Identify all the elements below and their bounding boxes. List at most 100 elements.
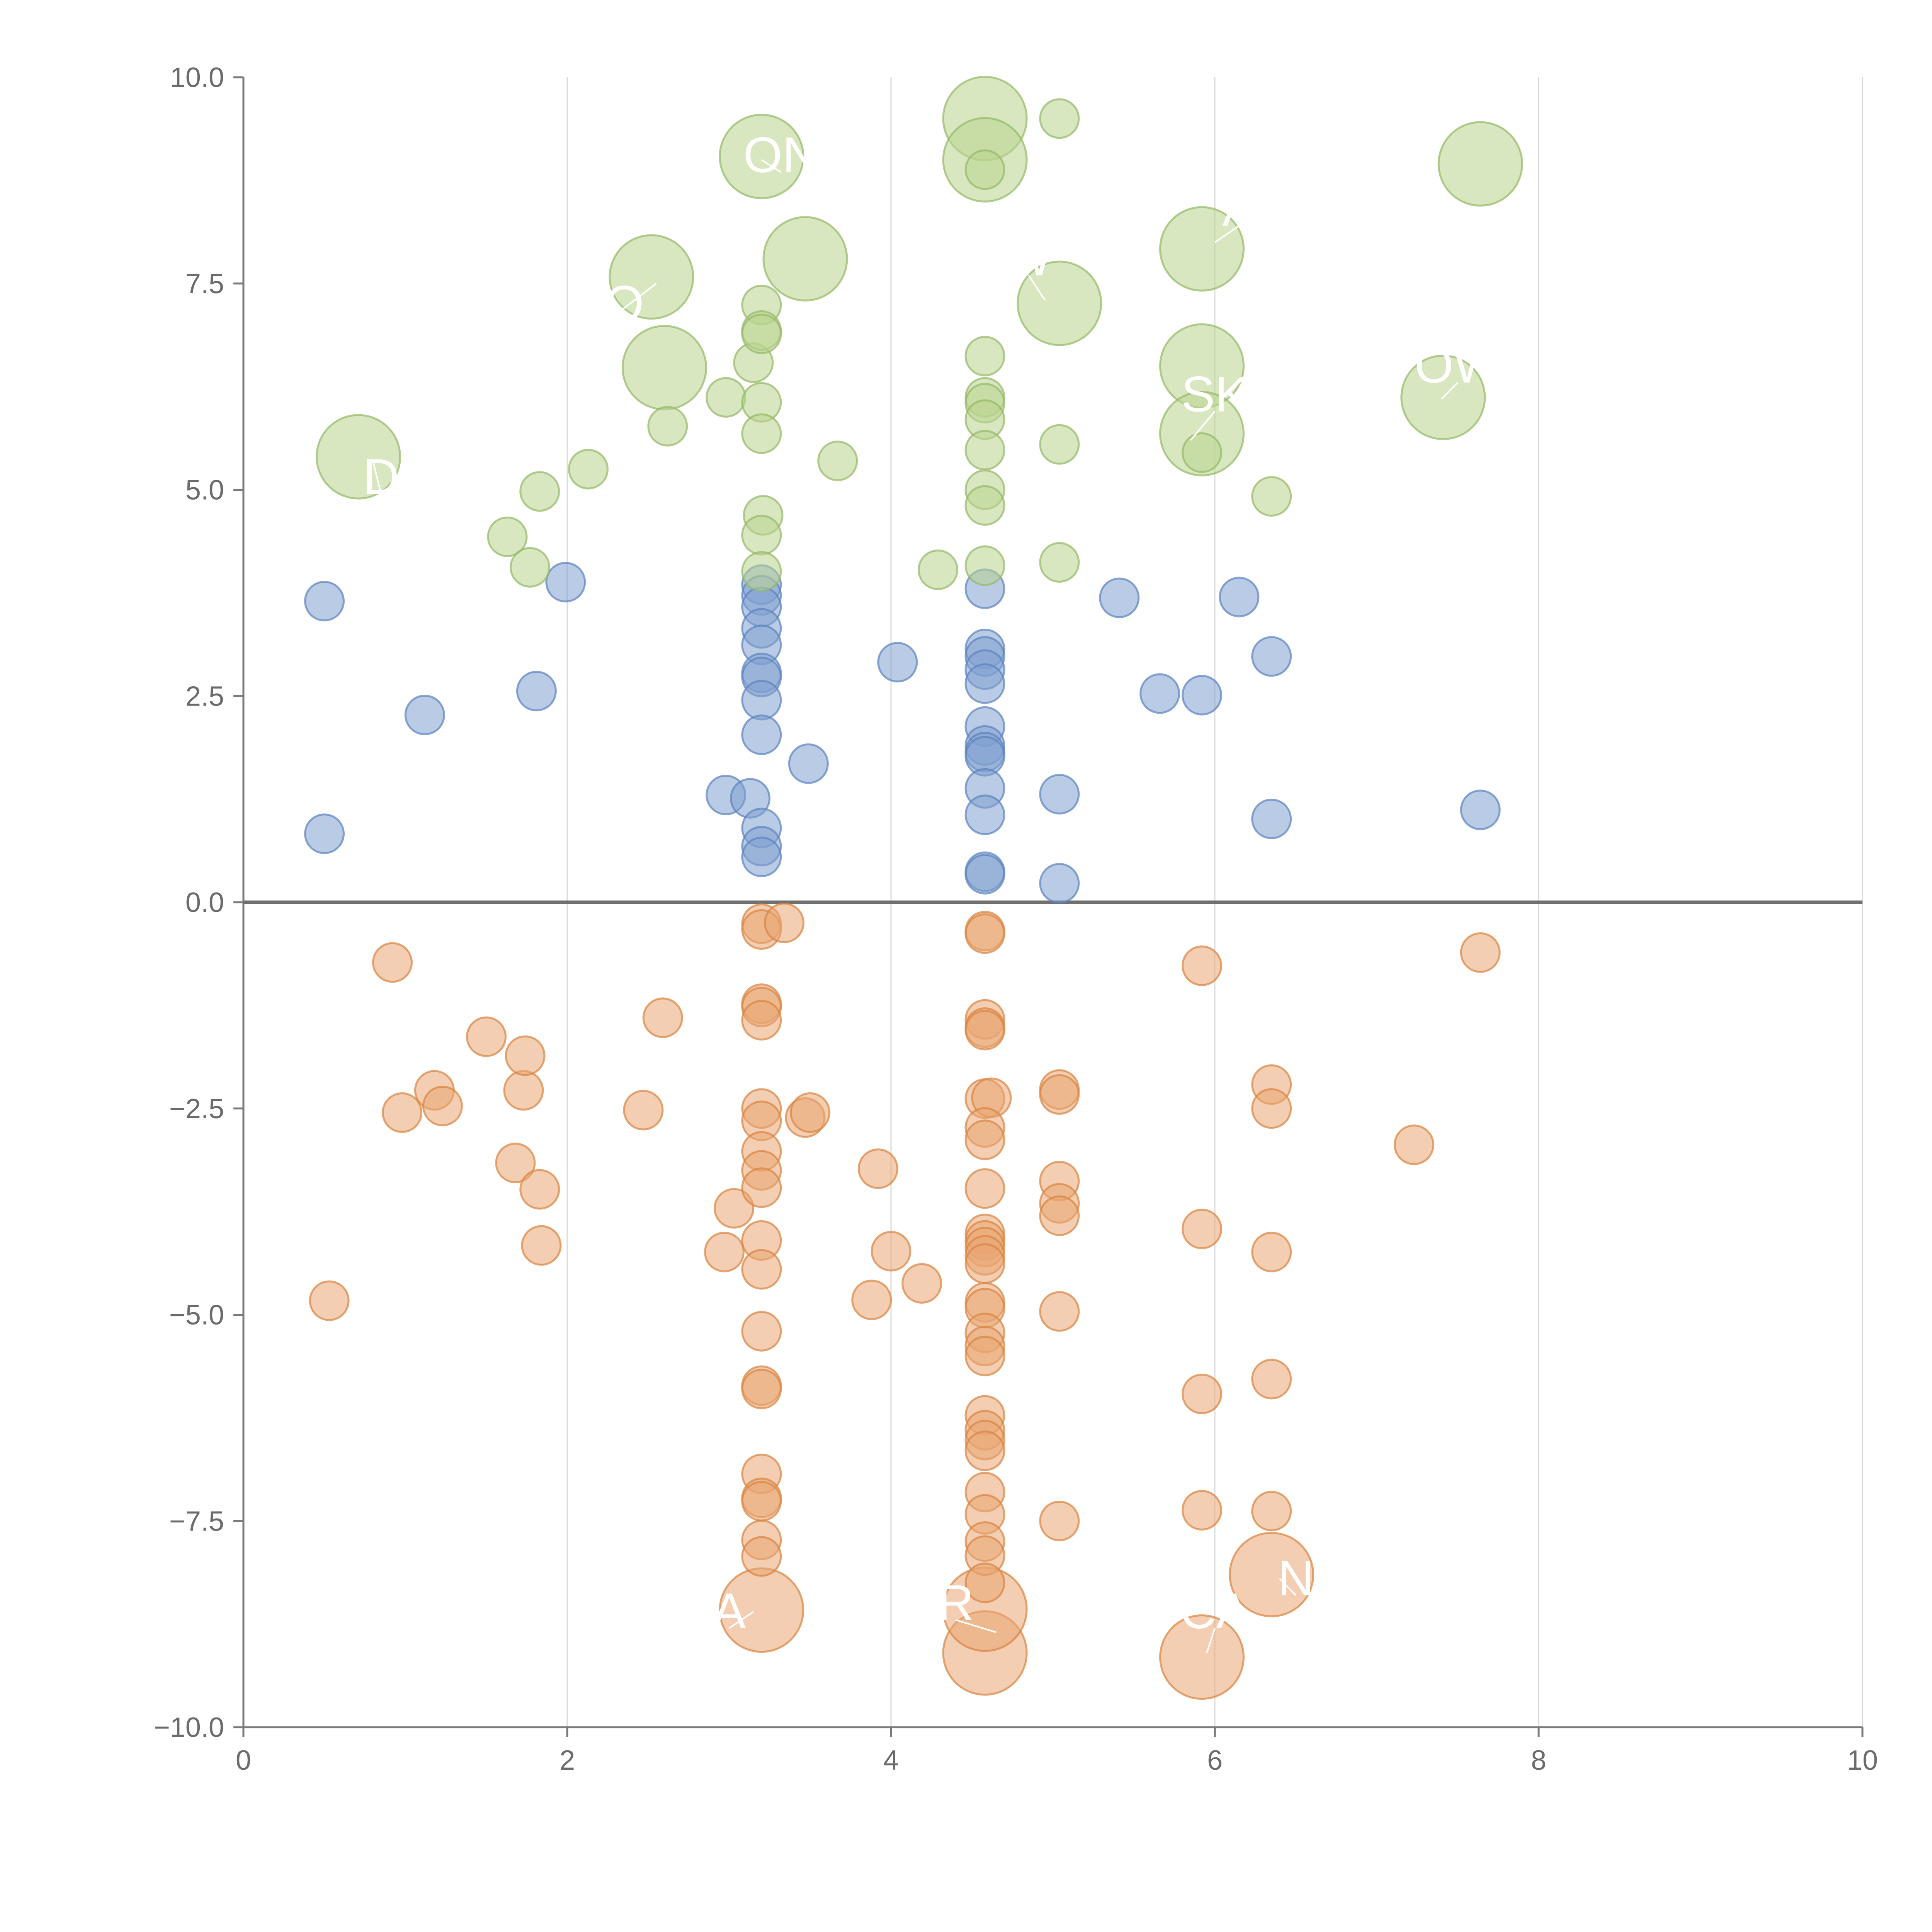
label-leader-line bbox=[728, 1611, 754, 1629]
green-point bbox=[817, 440, 858, 481]
green-point bbox=[719, 114, 804, 199]
orange-point bbox=[495, 1143, 536, 1184]
orange-point bbox=[1393, 1124, 1434, 1165]
orange-point bbox=[1181, 1208, 1222, 1249]
green-point bbox=[621, 325, 707, 411]
green-point bbox=[1159, 206, 1245, 292]
axes: 0 2 4 6 8 10 10.0 7.5 5.0 2.5 0.0 −2.5 −5.0 −7.5 −10.0 bbox=[154, 62, 1878, 1776]
orange-point bbox=[1251, 1491, 1292, 1532]
point-label: CA bbox=[1180, 1583, 1250, 1639]
label-leader-line bbox=[761, 159, 782, 173]
orange-point bbox=[466, 1016, 507, 1057]
label-leader-line bbox=[1441, 382, 1458, 400]
y-tick-label: −2.5 bbox=[169, 1094, 224, 1124]
orange-point bbox=[521, 1225, 562, 1266]
blue-point bbox=[877, 642, 918, 683]
green-point bbox=[741, 413, 782, 454]
point-label: W bbox=[1005, 230, 1053, 286]
blue-point bbox=[1181, 675, 1222, 716]
orange-point bbox=[964, 913, 1005, 954]
orange-point bbox=[964, 1335, 1005, 1376]
label-leader-line bbox=[1028, 275, 1046, 301]
orange-point bbox=[1251, 1359, 1292, 1400]
y-tick-label: 2.5 bbox=[185, 681, 224, 712]
orange-point bbox=[1181, 1490, 1222, 1531]
blue-point bbox=[1139, 673, 1180, 714]
green-point bbox=[1039, 98, 1080, 139]
blue-point bbox=[1039, 774, 1080, 815]
blue-point bbox=[1039, 863, 1080, 904]
orange-point bbox=[964, 1168, 1005, 1209]
orange-point bbox=[741, 1000, 782, 1041]
orange-point bbox=[309, 1280, 350, 1321]
x-tick-label: 10 bbox=[1847, 1745, 1878, 1776]
label-leader-line bbox=[372, 461, 382, 494]
orange-point bbox=[519, 1169, 560, 1210]
green-point bbox=[918, 549, 959, 590]
green-point bbox=[1181, 432, 1222, 473]
orange-point bbox=[857, 1148, 898, 1189]
orange-point bbox=[505, 1035, 546, 1076]
label-leader-line bbox=[1214, 225, 1240, 243]
green-point bbox=[1017, 260, 1102, 346]
orange-point bbox=[964, 1430, 1005, 1471]
green-point bbox=[510, 547, 551, 588]
label-leader-line bbox=[1190, 411, 1216, 441]
blue-point bbox=[1099, 577, 1140, 618]
green-point bbox=[487, 516, 528, 557]
green-point bbox=[315, 414, 401, 500]
orange-point bbox=[741, 1481, 782, 1522]
orange-point bbox=[741, 1167, 782, 1208]
label-leader-line bbox=[1279, 1578, 1296, 1596]
blue-point bbox=[1251, 636, 1292, 677]
green-point bbox=[762, 216, 848, 302]
orange-point bbox=[704, 1231, 745, 1272]
point-label: OW bbox=[1415, 337, 1501, 393]
green-point bbox=[964, 485, 1005, 526]
y-tick-label: 7.5 bbox=[185, 269, 224, 299]
orange-point bbox=[741, 1311, 782, 1352]
green-point bbox=[964, 430, 1005, 471]
x-tick-label: 2 bbox=[560, 1745, 575, 1776]
blue-point bbox=[1460, 789, 1501, 830]
orange-point bbox=[642, 997, 683, 1038]
blue-point bbox=[741, 680, 782, 721]
green-point bbox=[519, 471, 560, 512]
y-tick-label: 10.0 bbox=[170, 62, 224, 93]
orange-point bbox=[964, 1119, 1005, 1160]
blue-point bbox=[545, 562, 586, 603]
orange-point bbox=[964, 1010, 1005, 1051]
orange-point bbox=[422, 1085, 463, 1126]
point-label: SK bbox=[1181, 366, 1248, 422]
orange-point bbox=[1251, 1231, 1292, 1272]
y-tick-label: 5.0 bbox=[185, 475, 224, 506]
blue-point bbox=[304, 813, 345, 854]
green-point bbox=[741, 313, 782, 354]
label-leader-line bbox=[607, 283, 657, 321]
green-point bbox=[706, 377, 747, 418]
x-tick-label: 4 bbox=[883, 1745, 899, 1776]
blue-point bbox=[1251, 798, 1292, 839]
orange-point bbox=[741, 1249, 782, 1290]
orange-point bbox=[623, 1090, 664, 1131]
label-leader-line bbox=[956, 1619, 997, 1633]
x-tick-label: 0 bbox=[236, 1745, 251, 1776]
orange-point bbox=[372, 942, 413, 983]
blue-point bbox=[964, 794, 1005, 835]
point-label: ON bbox=[743, 127, 819, 183]
orange-point bbox=[382, 1092, 423, 1133]
data-points bbox=[304, 76, 1523, 1700]
y-tick-label: 0.0 bbox=[185, 887, 224, 918]
blue-point bbox=[741, 837, 782, 878]
orange-point bbox=[503, 1070, 544, 1111]
green-point bbox=[609, 234, 694, 320]
orange-point bbox=[741, 1369, 782, 1410]
point-labels: ON VO W A OW SK D A R CA N bbox=[363, 127, 1501, 1653]
label-leader-line bbox=[1206, 1628, 1216, 1653]
orange-point bbox=[1460, 932, 1501, 973]
point-label: VO bbox=[571, 275, 644, 332]
x-tick-label: 6 bbox=[1207, 1745, 1223, 1776]
blue-point bbox=[788, 743, 829, 784]
orange-point bbox=[1039, 1074, 1080, 1115]
